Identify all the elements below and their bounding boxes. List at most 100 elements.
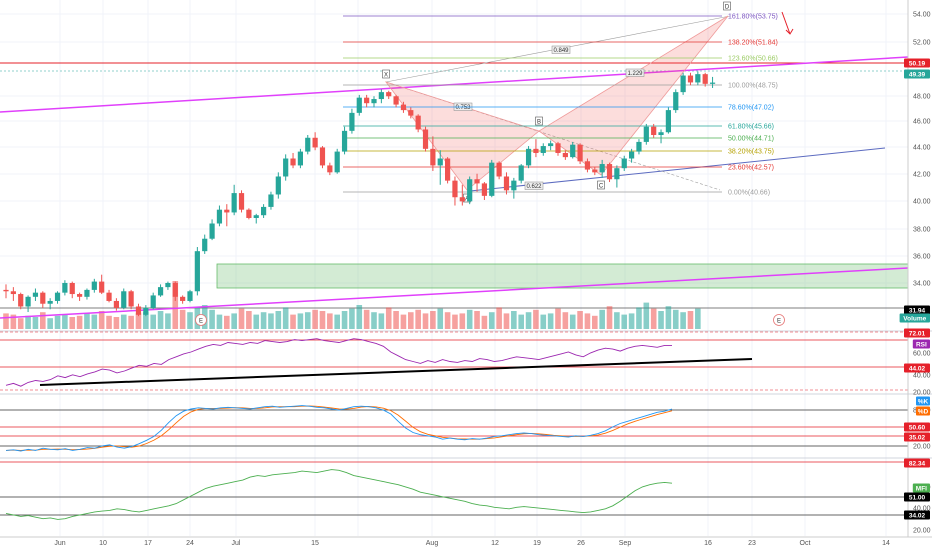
stoch-badge-lower-bg — [904, 432, 930, 442]
rsi-badge-lower-bg — [904, 363, 930, 373]
mfi-badge-34: 34.02 — [909, 512, 926, 519]
rsi-badge-name-bg — [912, 339, 930, 349]
candle-body — [25, 296, 31, 307]
rsi-badge-upper: 72.01 — [909, 330, 926, 337]
fibonacci-levels: 161.80%(53.75) 138.20%(51.84) 123.60%(50.6… — [343, 14, 778, 197]
pattern-point-marker — [382, 69, 390, 79]
volume-bar — [17, 318, 24, 329]
candle-body — [467, 179, 473, 202]
pattern-point-marker — [723, 1, 731, 11]
fib-level-label: 138.20%(51.84) — [728, 40, 778, 47]
fib-level-label: 78.60%(47.02) — [728, 105, 774, 112]
pattern-ratio-label: 0.622 — [526, 184, 542, 190]
candle-body — [709, 82, 716, 84]
volume-bar — [459, 313, 466, 329]
stoch-badge-upper-bg — [904, 422, 930, 432]
candle-body — [562, 152, 568, 158]
fib-level-label: 23.60%(42.57) — [728, 165, 774, 172]
stoch-tick-label: 20.00 — [913, 444, 931, 451]
volume-bar — [466, 309, 473, 329]
stoch-k-line — [5, 405, 673, 452]
candle-body — [290, 158, 296, 166]
candle-body — [364, 97, 370, 104]
candle-body — [18, 294, 24, 307]
candle-body — [489, 162, 495, 196]
candle-body — [378, 92, 384, 100]
candle-body — [555, 143, 561, 153]
volume-pane-badge-bg — [899, 313, 930, 323]
candle-body — [40, 292, 46, 304]
time-tick-label: 26 — [577, 540, 585, 547]
volume-bar — [84, 313, 90, 329]
rsi-tick-label: 20.00 — [913, 390, 931, 397]
candle-body — [187, 291, 193, 301]
rsi-tick-label: 60.00 — [913, 351, 931, 358]
volume-bar — [371, 312, 377, 329]
candle-body — [629, 151, 635, 159]
fib-level-label: 161.80%(53.75) — [728, 14, 778, 21]
volume-bar — [54, 315, 61, 329]
candle-body — [143, 307, 149, 315]
earnings-marker-label: E — [199, 318, 203, 324]
volume-bar — [481, 315, 488, 329]
pattern-point-label: D — [725, 4, 730, 10]
mfi-line — [5, 469, 673, 520]
volume-bar — [614, 312, 620, 329]
pattern-point-marker — [597, 180, 605, 190]
candle-body — [548, 143, 554, 147]
pattern-point-label: C — [599, 183, 604, 189]
demand-zone — [216, 263, 909, 289]
volume-bar — [98, 311, 105, 329]
price-tick-label: 36.00 — [913, 254, 931, 261]
candle-body — [621, 158, 627, 169]
price-badge-resistance: 50.19 — [909, 60, 926, 67]
volume-bar — [400, 314, 407, 329]
candle-body — [687, 75, 694, 83]
volume-bar — [378, 313, 385, 329]
candle-body — [319, 147, 326, 166]
volume-bar — [216, 314, 223, 329]
volume-bar — [496, 307, 502, 329]
trendlines[interactable] — [0, 11, 909, 319]
volume-bar — [32, 317, 39, 329]
pattern-point-label: X — [384, 72, 388, 78]
volume-bar — [165, 313, 171, 329]
candle-body — [327, 165, 333, 173]
price-badge-volume-bg — [904, 305, 930, 315]
time-tick-label: Sep — [619, 540, 632, 547]
volume-bar — [304, 312, 311, 329]
candle-body — [334, 151, 340, 173]
volume-bar — [231, 313, 237, 329]
candle-body — [157, 287, 164, 296]
candle-body — [452, 180, 458, 198]
volume-bar — [282, 307, 289, 329]
candle-body — [422, 129, 429, 149]
harmonic-pattern[interactable]: X A B C D 0.753 0.622 0.849 1.229 — [382, 1, 731, 202]
price-axis[interactable]: 54.00 52.00 48.00 46.00 44.00 42.00 40.00 38.00… — [907, 0, 931, 537]
mfi-badge-name: MFI — [916, 485, 927, 492]
volume-bar — [312, 309, 318, 329]
time-tick-label: 24 — [186, 540, 194, 547]
volume-bar — [555, 308, 561, 329]
volume-bar — [327, 313, 333, 329]
volume-bar — [150, 314, 156, 329]
candle-body — [165, 282, 171, 288]
volume-bar — [135, 313, 142, 329]
mfi-badge-51: 51.00 — [909, 494, 926, 501]
time-axis[interactable]: Jun 10 17 24 Jul 15 Aug 12 19 26 Sep 16 23 Oct 14 — [0, 536, 932, 547]
time-tick-label: Jun — [54, 540, 65, 547]
candle-body — [606, 164, 613, 180]
magenta-trendline-lower — [0, 267, 909, 319]
candle-body — [246, 209, 252, 218]
candle-body — [525, 148, 532, 166]
volume-bar — [349, 308, 355, 329]
volume-bar — [687, 311, 694, 329]
time-tick-label: 15 — [311, 540, 319, 547]
candle-body — [349, 112, 355, 131]
rsi-badge-lower: 44.02 — [909, 365, 926, 372]
volume-bar — [128, 315, 134, 329]
candle-body — [371, 99, 377, 104]
volume-bar — [562, 312, 569, 329]
price-tick-label: 34.00 — [913, 281, 931, 288]
